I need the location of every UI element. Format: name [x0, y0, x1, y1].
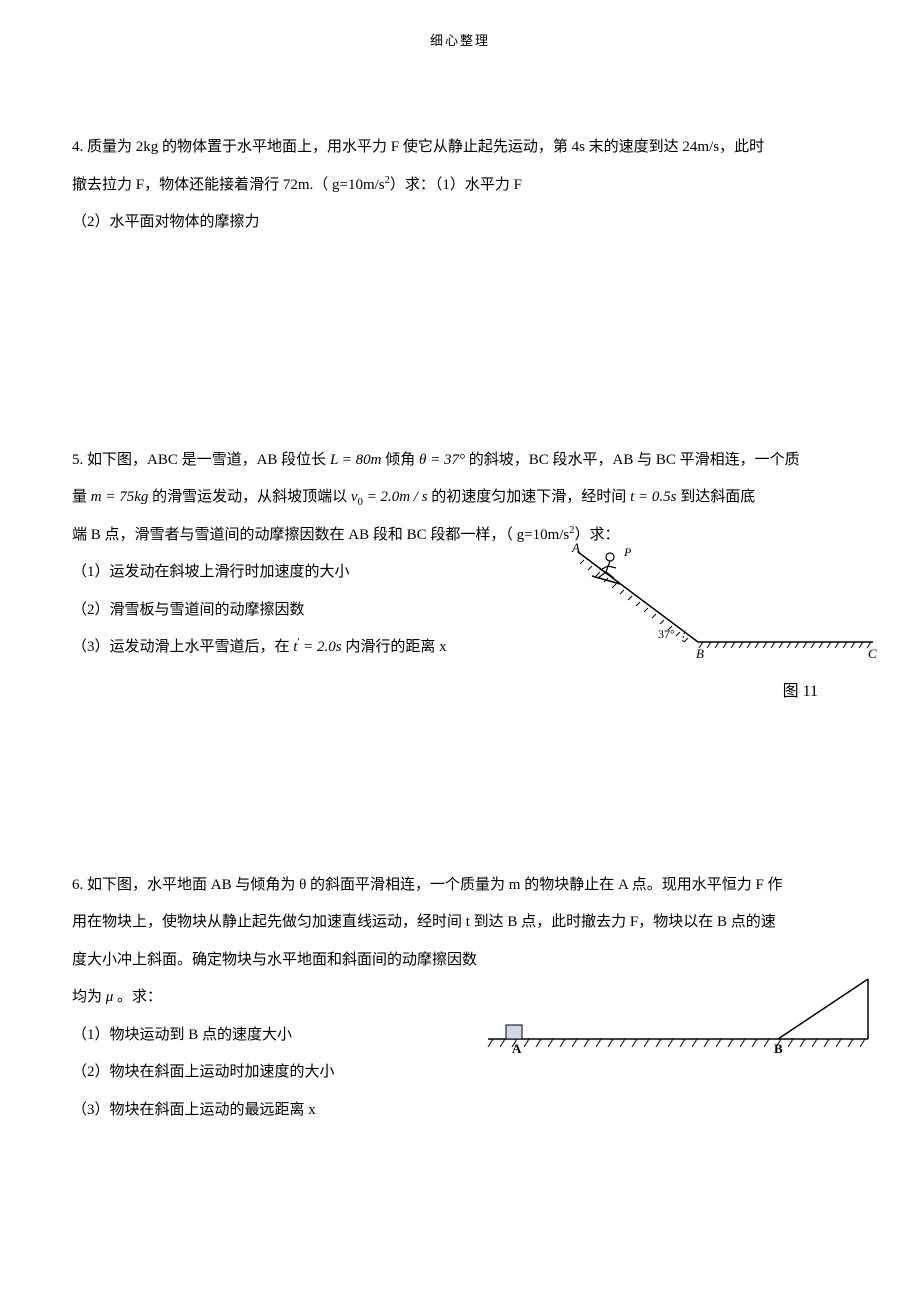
p4-line1b: 撤去拉力 F，物体还能接着滑行 72m.（ g=10m/s	[72, 177, 385, 193]
p5-sub3a: （3）运发动滑上水平雪道后，在	[72, 639, 293, 655]
figure-5-svg: P A 37° B C	[558, 542, 878, 672]
p5-line2: 量 m = 75kg 的滑雪运发动，从斜坡顶端以 v0 = 2.0m / s 的…	[72, 479, 848, 517]
p5-l1c: 的斜坡，BC 段水平，AB 与 BC 平滑相连，一个质	[465, 452, 800, 468]
label-B: B	[696, 646, 704, 661]
p4-line1c: ）求：（1）水平力 F	[390, 177, 522, 193]
p5-l2a: 量	[72, 489, 91, 505]
formula-t: t = 0.5s	[630, 489, 676, 505]
p5-sub3b: 内滑行的距离 x	[342, 639, 447, 655]
p4-line1: 4. 质量为 2kg 的物体置于水平地面上，用水平力 F 使它从静止起先运动，第…	[72, 129, 848, 167]
p5-l1a: 5. 如下图，ABC 是一雪道，AB 段位长	[72, 452, 330, 468]
formula-theta: θ = 37°	[419, 452, 465, 468]
formula-t2: t' = 2.0s	[293, 639, 341, 655]
svg-text:P: P	[623, 545, 632, 559]
header-text: 细心整理	[430, 33, 490, 48]
p5-l3: 端 B 点，滑雪者与雪道间的动摩擦因数在 AB 段和 BC 段都一样，（ g=1…	[72, 527, 569, 543]
figure-5-caption: 图 11	[783, 672, 818, 712]
v0-rest: = 2.0m / s	[363, 489, 428, 505]
p6-l4b: 。求：	[113, 989, 162, 1005]
p6-l4a: 均为	[72, 989, 106, 1005]
figure-6-svg: A B	[478, 969, 878, 1069]
formula-L: L = 80m	[330, 452, 382, 468]
t2-rest: = 2.0s	[299, 639, 341, 655]
label-B-6: B	[774, 1041, 783, 1056]
label-C: C	[868, 646, 877, 661]
formula-m: m = 75kg	[91, 489, 149, 505]
p4-line2: 撤去拉力 F，物体还能接着滑行 72m.（ g=10m/s2）求：（1）水平力 …	[72, 167, 848, 205]
label-A: A	[571, 542, 580, 555]
p5-l2b: 的滑雪运发动，从斜坡顶端以	[148, 489, 351, 505]
figure-5: P A 37° B C 图 11	[558, 542, 878, 702]
p5-l3b: ）求：	[575, 527, 620, 543]
p6-line2: 用在物块上，使物块从静止起先做匀加速直线运动，经时间 t 到达 B 点，此时撤去…	[72, 904, 848, 942]
p5-l1b: 倾角	[381, 452, 419, 468]
problem-4: 4. 质量为 2kg 的物体置于水平地面上，用水平力 F 使它从静止起先运动，第…	[72, 129, 848, 242]
angle-label: 37°	[658, 627, 675, 641]
p5-l2d: 到达斜面底	[676, 489, 755, 505]
p4-line1a: 4. 质量为 2kg 的物体置于水平地面上，用水平力 F 使它从静止起先运动，第…	[72, 139, 764, 155]
page-header: 细心整理	[72, 30, 848, 49]
p4-sub2: （2）水平面对物体的摩擦力	[72, 204, 848, 242]
p6-line1: 6. 如下图，水平地面 AB 与倾角为 θ 的斜面平滑相连，一个质量为 m 的物…	[72, 867, 848, 905]
p6-figure-wrap: 均为 μ 。求：	[72, 979, 848, 1017]
p5-line1: 5. 如下图，ABC 是一雪道，AB 段位长 L = 80m 倾角 θ = 37…	[72, 442, 848, 480]
formula-v0: v0 = 2.0m / s	[351, 489, 428, 505]
p5-figure-wrap: （1）运发动在斜坡上滑行时加速度的大小 （2）滑雪板与雪道间的动摩擦因数 （3）…	[72, 554, 848, 667]
label-A-6: A	[512, 1041, 522, 1056]
figure-6: A B	[478, 969, 878, 1069]
p5-l2c: 的初速度匀加速下滑，经时间	[428, 489, 631, 505]
problem-5: 5. 如下图，ABC 是一雪道，AB 段位长 L = 80m 倾角 θ = 37…	[72, 442, 848, 667]
problem-6: 6. 如下图，水平地面 AB 与倾角为 θ 的斜面平滑相连，一个质量为 m 的物…	[72, 867, 848, 1130]
v0-var: v	[351, 489, 358, 505]
p6-sub3: （3）物块在斜面上运动的最远距离 x	[72, 1092, 848, 1130]
